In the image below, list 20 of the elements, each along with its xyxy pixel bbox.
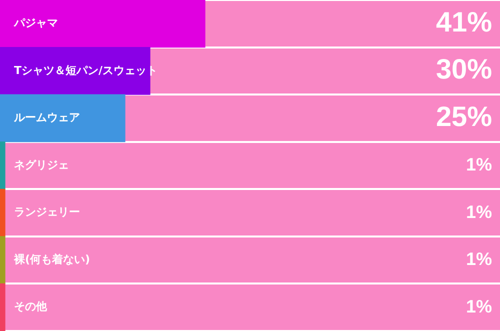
data-label: 1%	[466, 296, 492, 316]
y-tick-label: ネグリジェ	[14, 158, 69, 172]
y-tick-label: 裸(何も着ない)	[13, 252, 90, 266]
data-label: 1%	[466, 154, 492, 174]
y-tick-label: ランジェリー	[14, 206, 80, 219]
data-label: 41%	[436, 6, 492, 38]
bar	[0, 94, 126, 142]
data-label: 30%	[436, 54, 492, 85]
bar	[0, 188, 6, 237]
y-tick-label: パジャマ	[13, 16, 58, 30]
y-tick-label: ルームウェア	[13, 111, 80, 124]
data-label: 25%	[436, 100, 492, 132]
bar	[0, 236, 6, 284]
bar	[0, 283, 6, 331]
bar	[0, 0, 206, 48]
bar	[0, 142, 6, 190]
data-label: 1%	[466, 249, 492, 270]
bar	[0, 46, 150, 95]
data-label: 1%	[466, 202, 492, 222]
y-tick-label: その他	[14, 300, 48, 314]
